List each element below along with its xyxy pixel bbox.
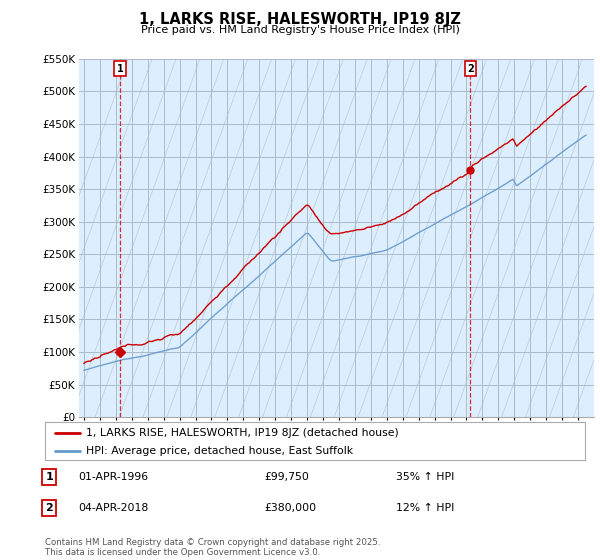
Text: 1, LARKS RISE, HALESWORTH, IP19 8JZ: 1, LARKS RISE, HALESWORTH, IP19 8JZ	[139, 12, 461, 27]
Text: £99,750: £99,750	[264, 472, 309, 482]
Text: 35% ↑ HPI: 35% ↑ HPI	[396, 472, 454, 482]
Text: 1: 1	[116, 64, 123, 73]
Text: 2: 2	[467, 64, 474, 73]
Text: 04-APR-2018: 04-APR-2018	[78, 503, 148, 513]
Text: Contains HM Land Registry data © Crown copyright and database right 2025.
This d: Contains HM Land Registry data © Crown c…	[45, 538, 380, 557]
Text: £380,000: £380,000	[264, 503, 316, 513]
Text: 2: 2	[46, 503, 53, 513]
Text: 12% ↑ HPI: 12% ↑ HPI	[396, 503, 454, 513]
Text: HPI: Average price, detached house, East Suffolk: HPI: Average price, detached house, East…	[86, 446, 353, 456]
Text: 1, LARKS RISE, HALESWORTH, IP19 8JZ (detached house): 1, LARKS RISE, HALESWORTH, IP19 8JZ (det…	[86, 428, 398, 438]
Text: 1: 1	[46, 472, 53, 482]
Text: 01-APR-1996: 01-APR-1996	[78, 472, 148, 482]
Text: Price paid vs. HM Land Registry's House Price Index (HPI): Price paid vs. HM Land Registry's House …	[140, 25, 460, 35]
